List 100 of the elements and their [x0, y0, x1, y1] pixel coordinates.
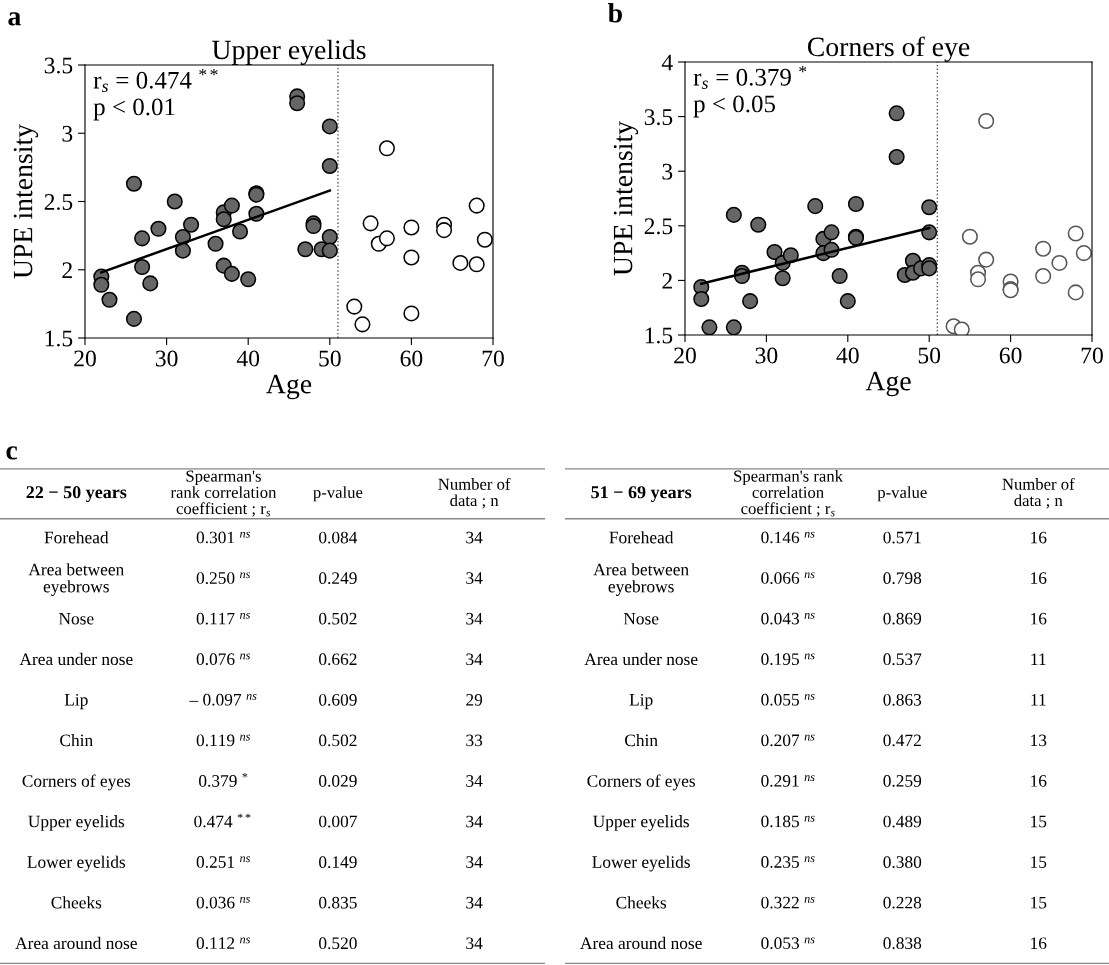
text: 0.149 [319, 856, 357, 868]
y-tick-label: 3.5 [44, 57, 73, 74]
category-label: Upper eyelids [593, 815, 689, 831]
text: 0.489 [883, 815, 922, 828]
category-label: Nose [58, 612, 94, 625]
text: 34 [466, 815, 483, 828]
x-tick-label: 70 [482, 350, 504, 367]
text: 0.250 $^{ns}$ [196, 572, 250, 584]
x-tick-label: 20 [674, 347, 696, 364]
text: 34 [466, 572, 483, 584]
text: 0.036 $^{ns}$ [196, 896, 250, 909]
text: 0.235 $^{ns}$ [761, 856, 815, 868]
chart-title: Upper eyelids [212, 39, 366, 65]
text: 0.259 [883, 775, 922, 787]
x-tick-label: 40 [836, 347, 859, 364]
text: 0.301 $^{ns}$ [196, 531, 250, 544]
text: 34 [466, 937, 483, 950]
text: 16 [1031, 937, 1047, 950]
text: 0.119 $^{ns}$ [196, 734, 250, 747]
text: 0.291 $^{ns}$ [761, 774, 815, 787]
text: 15 [1031, 815, 1047, 828]
text: 0.146 $^{ns}$ [761, 531, 815, 544]
text: 11 [1031, 653, 1046, 665]
category-label: Number of data ; n [1002, 477, 1075, 509]
x-tick-label: 40 [236, 350, 260, 367]
annotation: p < 0.05 [693, 95, 776, 118]
category-label: Lip [629, 693, 653, 710]
text: 34 [466, 653, 483, 666]
text: 0.251 $^{ns}$ [196, 856, 250, 868]
text: 0.537 [883, 653, 922, 666]
y-tick-label: 3 [62, 125, 73, 142]
y-tick-label: 2.5 [44, 194, 73, 211]
x-tick-label: 20 [74, 350, 96, 367]
category-label: Area between eyebrows [593, 563, 689, 596]
x-tick-label: 50 [319, 350, 341, 367]
text: 0.502 [319, 734, 357, 747]
text: 29 [466, 693, 483, 706]
category-label: Area under nose [584, 652, 698, 666]
annotation: r$_{s}$ = 0.379 $^{*}$ [693, 65, 807, 89]
category-label: p-value [877, 486, 927, 502]
category-label: Nose [623, 612, 659, 625]
category-label: Cheeks [51, 896, 102, 909]
text: 0.379 $^{*}$ [199, 773, 248, 787]
text: 0.609 [319, 693, 357, 706]
text: 0.322 $^{ns}$ [761, 896, 815, 909]
text: 13 [1031, 734, 1047, 747]
text: 0.474 $^{**}$ [194, 813, 251, 828]
x-tick-label: 50 [918, 347, 941, 364]
x-tick-label: 60 [400, 350, 423, 367]
text: 0.662 [319, 653, 357, 666]
text: 0.112 $^{ns}$ [196, 937, 250, 950]
category-label: Forehead [609, 531, 674, 544]
text: 0.195 $^{ns}$ [761, 653, 815, 666]
text: 0.571 [883, 531, 921, 544]
text: 0.117 $^{ns}$ [196, 612, 250, 625]
text: 0.055 $^{ns}$ [761, 693, 815, 706]
category-label: Forehead [44, 531, 109, 544]
text: 34 [466, 775, 483, 787]
text: 0.380 [883, 856, 922, 868]
y-axis-title: UPE intensity [13, 124, 39, 279]
text: 0.084 [319, 531, 358, 544]
y-tick-label: 1.5 [45, 330, 73, 347]
text: 0.185 $^{ns}$ [761, 815, 815, 828]
text: 0.007 [319, 815, 357, 828]
y-tick-label: 3.5 [644, 109, 673, 126]
text: b [608, 2, 622, 23]
category-label: Corners of eyes [587, 774, 696, 791]
text: 0.869 [883, 612, 922, 625]
text: 0.472 [883, 734, 921, 747]
text: 34 [466, 531, 483, 544]
text: 0.863 [883, 693, 922, 706]
y-tick-label: 1.5 [645, 327, 673, 344]
text: 0.029 [319, 775, 357, 787]
x-tick-label: 70 [1081, 347, 1103, 364]
text: 34 [466, 612, 483, 625]
x-axis-title: Age [865, 371, 911, 397]
text: 0.043 $^{ns}$ [761, 612, 815, 625]
text: 0.249 [319, 572, 357, 585]
text: 15 [1031, 896, 1047, 909]
text: 16 [1031, 572, 1047, 584]
text: 0.502 [319, 612, 357, 625]
x-tick-label: 60 [999, 347, 1022, 364]
text: 11 [1031, 694, 1046, 706]
chart-title: Corners of eye [807, 36, 970, 62]
category-label: Area around nose [580, 936, 702, 950]
text: 16 [1031, 612, 1047, 625]
x-tick-label: 30 [155, 350, 178, 367]
text: 0.076 $^{ns}$ [196, 653, 250, 666]
category-label: Spearman's rank correlation coefficient ; r$_{s}$ [734, 469, 843, 517]
text: – 0.097 $^{ns}$ [189, 693, 257, 706]
category-label: 51 − 69 years [591, 486, 692, 502]
text: 0.835 [319, 896, 357, 909]
category-label: Upper eyelids [28, 815, 125, 831]
category-label: Area between eyebrows [28, 563, 124, 596]
category-label: Lower eyelids [592, 855, 690, 872]
text: a [8, 12, 21, 26]
y-tick-label: 2 [662, 272, 672, 289]
y-tick-label: 2 [62, 262, 72, 278]
y-axis-title: UPE intensity [613, 121, 639, 276]
text: 16 [1031, 531, 1047, 544]
